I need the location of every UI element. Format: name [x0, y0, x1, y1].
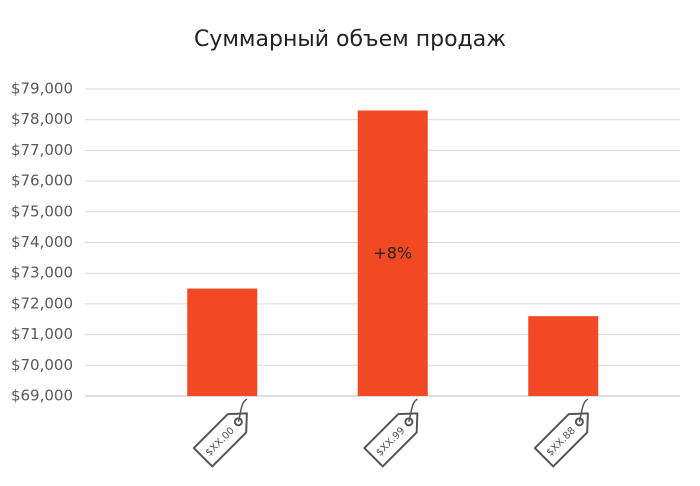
tag-hole [233, 417, 243, 427]
y-tick-label: $69,000 [11, 387, 73, 405]
y-tick-label: $79,000 [11, 80, 73, 98]
y-tick-label: $71,000 [11, 325, 73, 343]
bar [357, 110, 428, 397]
y-tick-label: $76,000 [11, 172, 73, 190]
tag-string [578, 398, 589, 423]
y-tick-label: $77,000 [11, 141, 73, 159]
tag-outline [533, 412, 589, 468]
y-tick-label: $75,000 [11, 202, 73, 220]
tag-outline [192, 412, 248, 468]
y-tick-label: $72,000 [11, 294, 73, 312]
y-tick-label: $70,000 [11, 356, 73, 374]
price-tag: $XX.99 [363, 398, 419, 468]
y-tick-label: $78,000 [11, 110, 73, 128]
price-tag: $XX.00 [192, 398, 248, 468]
y-tick-label: $74,000 [11, 233, 73, 251]
tag-string [237, 398, 248, 423]
bar [187, 288, 258, 396]
tag-string [408, 398, 418, 423]
tag-hole [404, 417, 414, 427]
y-tick-label: $73,000 [11, 264, 73, 282]
bar [528, 316, 599, 396]
tag-hole [574, 417, 584, 427]
chart-title: Суммарный объем продаж [194, 27, 506, 52]
annotation: +8% [373, 244, 412, 263]
tag-outline [363, 412, 419, 468]
price-tag: $XX.88 [533, 398, 589, 468]
